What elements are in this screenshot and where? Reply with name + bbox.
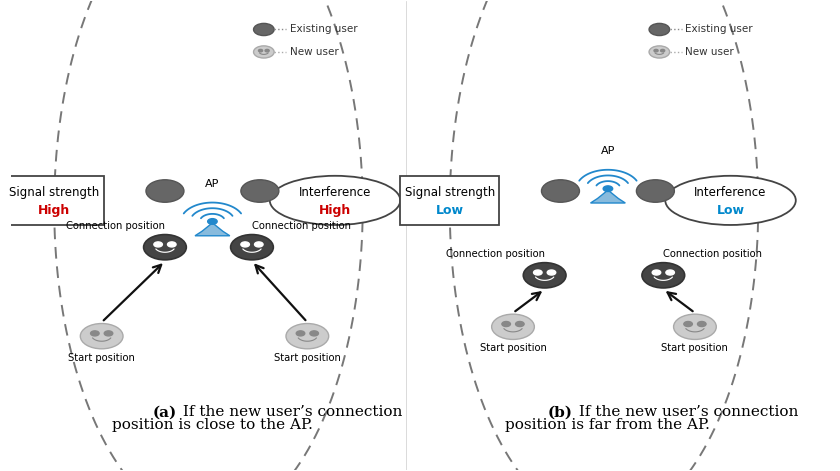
Text: Start position: Start position <box>274 353 341 363</box>
Circle shape <box>516 322 524 326</box>
Circle shape <box>144 235 186 260</box>
Text: Existing user: Existing user <box>685 24 753 34</box>
Circle shape <box>241 180 279 202</box>
Text: AP: AP <box>205 179 219 189</box>
Text: Interference: Interference <box>299 186 371 199</box>
Circle shape <box>154 242 162 247</box>
Text: Low: Low <box>717 204 744 217</box>
Circle shape <box>697 322 706 326</box>
Circle shape <box>286 324 328 349</box>
Text: Connection position: Connection position <box>66 221 165 231</box>
Bar <box>401 176 499 225</box>
Ellipse shape <box>665 176 795 225</box>
Circle shape <box>547 270 556 275</box>
Bar <box>5 176 103 225</box>
Text: Connection position: Connection position <box>252 221 351 231</box>
Text: AP: AP <box>601 146 615 156</box>
Text: Signal strength: Signal strength <box>9 186 99 199</box>
Text: (b): (b) <box>548 406 572 420</box>
Circle shape <box>674 314 717 340</box>
Text: Connection position: Connection position <box>446 249 544 259</box>
Text: Start position: Start position <box>661 343 728 353</box>
Circle shape <box>652 270 661 275</box>
Circle shape <box>254 24 274 36</box>
Circle shape <box>259 49 263 52</box>
Text: (a): (a) <box>153 406 177 420</box>
Text: New user: New user <box>685 47 734 57</box>
Text: Interference: Interference <box>695 186 767 199</box>
Circle shape <box>491 314 534 340</box>
Polygon shape <box>195 223 230 236</box>
Ellipse shape <box>270 176 401 225</box>
Text: If the new user’s connection: If the new user’s connection <box>178 406 402 420</box>
Text: position is far from the AP.: position is far from the AP. <box>506 418 711 432</box>
Circle shape <box>167 242 176 247</box>
Text: Start position: Start position <box>480 343 547 353</box>
Circle shape <box>501 322 511 326</box>
Text: Start position: Start position <box>68 353 135 363</box>
Circle shape <box>297 331 305 336</box>
Circle shape <box>81 324 123 349</box>
Circle shape <box>265 49 269 52</box>
Circle shape <box>104 331 113 336</box>
Circle shape <box>231 235 273 260</box>
Circle shape <box>533 270 542 275</box>
Text: Connection position: Connection position <box>664 249 762 259</box>
Circle shape <box>310 331 318 336</box>
Circle shape <box>654 49 658 52</box>
Circle shape <box>666 270 675 275</box>
Circle shape <box>523 263 566 288</box>
Circle shape <box>637 180 675 202</box>
Circle shape <box>603 186 612 192</box>
Circle shape <box>649 46 669 58</box>
Circle shape <box>255 242 263 247</box>
Text: Signal strength: Signal strength <box>405 186 495 199</box>
Text: position is close to the AP.: position is close to the AP. <box>112 418 312 432</box>
Circle shape <box>684 322 692 326</box>
Circle shape <box>542 180 580 202</box>
Circle shape <box>642 263 685 288</box>
Circle shape <box>660 49 664 52</box>
Circle shape <box>649 24 669 36</box>
Circle shape <box>91 331 99 336</box>
Text: Existing user: Existing user <box>290 24 357 34</box>
Text: Low: Low <box>436 204 464 217</box>
Text: High: High <box>319 204 351 217</box>
Circle shape <box>146 180 184 202</box>
Circle shape <box>254 46 274 58</box>
Text: New user: New user <box>290 47 339 57</box>
Polygon shape <box>591 190 625 203</box>
Circle shape <box>207 219 218 224</box>
Text: High: High <box>38 204 71 217</box>
Text: If the new user’s connection: If the new user’s connection <box>574 406 798 420</box>
Circle shape <box>241 242 249 247</box>
